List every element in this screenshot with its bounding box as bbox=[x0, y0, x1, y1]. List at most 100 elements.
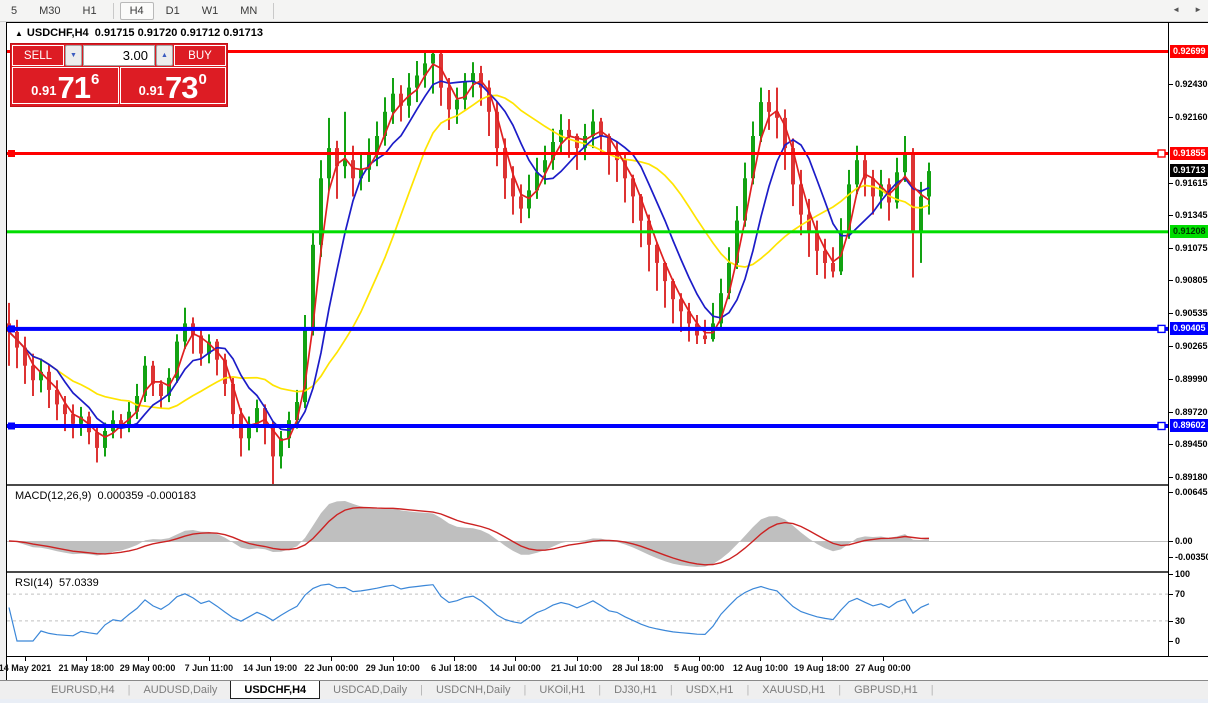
volume-decrease-button[interactable]: ▼ bbox=[65, 45, 82, 66]
line-price-label-0.92699: 0.92699 bbox=[1170, 44, 1208, 58]
horizontal-line-0.91208[interactable] bbox=[7, 230, 1168, 234]
timeframe-button-h4[interactable]: H4 bbox=[119, 1, 154, 20]
symbol-tab-usdcad[interactable]: USDCAD,Daily bbox=[333, 684, 408, 696]
date-label: 21 Jul 10:00 bbox=[551, 663, 603, 673]
sell-price-pip: 6 bbox=[90, 71, 100, 88]
horizontal-line-0.92699[interactable] bbox=[7, 50, 1168, 53]
symbol-tab-usdchf[interactable]: USDCHF,H4 bbox=[230, 681, 321, 699]
symbol-tab-usdx[interactable]: USDX,H1 bbox=[685, 684, 734, 696]
symbol-tab-gbpusd[interactable]: GBPUSD,H1 bbox=[854, 684, 918, 696]
axis-tick bbox=[208, 657, 210, 661]
tab-separator: | bbox=[669, 684, 673, 696]
chart-ohlc-values: 0.91715 0.91720 0.91712 0.91713 bbox=[94, 27, 263, 39]
axis-tick bbox=[1169, 379, 1173, 381]
buy-price-pip: 0 bbox=[198, 71, 207, 88]
price-tick-0.92160: 0.92160 bbox=[1175, 111, 1208, 122]
date-label: 14 Jul 00:00 bbox=[489, 663, 541, 673]
symbol-tab-eurusd[interactable]: EURUSD,H4 bbox=[51, 684, 115, 696]
sell-price-main: 71 bbox=[57, 69, 90, 105]
price-axis[interactable]: 0.92430 0.92160 0.91615 0.91345 0.91075 0.908… bbox=[1168, 23, 1208, 656]
symbol-tab-ukoil[interactable]: UKOil,H1 bbox=[539, 684, 586, 696]
axis-tick bbox=[1169, 84, 1173, 85]
macd-values: 0.000359 -0.000183 bbox=[97, 490, 197, 502]
macd-axis-0.006451: 0.006451 bbox=[1175, 487, 1208, 497]
price-tick-0.89180: 0.89180 bbox=[1175, 471, 1208, 482]
date-label: 19 Aug 18:00 bbox=[794, 663, 850, 673]
date-label: 7 Jun 11:00 bbox=[184, 663, 234, 673]
rsi-axis-100: 100 bbox=[1175, 569, 1191, 579]
axis-tick bbox=[1169, 280, 1173, 282]
line-price-label-0.89602: 0.89602 bbox=[1170, 419, 1208, 433]
horizontal-line-0.90405[interactable] bbox=[7, 324, 1168, 334]
axis-tick bbox=[699, 657, 701, 661]
arrow-down-icon: ▼ bbox=[70, 52, 77, 59]
price-tick-0.92430: 0.92430 bbox=[1175, 79, 1208, 89]
rsi-caption: RSI(14) 57.0339 bbox=[15, 577, 99, 589]
axis-tick bbox=[270, 657, 272, 661]
axis-tick bbox=[1169, 411, 1173, 413]
tab-scroll-left-icon[interactable]: ◄ bbox=[1172, 5, 1181, 14]
rsi-pane[interactable] bbox=[7, 573, 1168, 656]
timeframe-button-5[interactable]: 5 bbox=[11, 4, 18, 17]
volume-increase-button[interactable]: ▲ bbox=[156, 45, 173, 66]
symbol-tab-dj30[interactable]: DJ30,H1 bbox=[614, 684, 657, 696]
tab-scroll-right-icon[interactable]: ► bbox=[1194, 5, 1202, 14]
sell-button[interactable]: SELL bbox=[12, 45, 64, 66]
horizontal-line-0.91855[interactable] bbox=[7, 149, 1168, 158]
macd-axis-0.00: 0.00 bbox=[1175, 536, 1193, 546]
date-label: 29 May 00:00 bbox=[119, 663, 176, 673]
date-label: 21 May 18:00 bbox=[58, 663, 115, 673]
buy-price[interactable]: 0.91 73 0 bbox=[119, 67, 226, 105]
axis-tick bbox=[883, 657, 884, 661]
macd-pane[interactable] bbox=[7, 486, 1168, 571]
timeframe-button-m30[interactable]: M30 bbox=[39, 4, 61, 17]
pane-divider[interactable] bbox=[7, 571, 1208, 573]
symbol-tab-audusd[interactable]: AUDUSD,Daily bbox=[143, 684, 218, 696]
timeframe-button-w1[interactable]: W1 bbox=[201, 4, 219, 17]
date-label: 29 Jun 10:00 bbox=[365, 663, 420, 673]
time-axis[interactable]: 14 May 2021 21 May 18:00 29 May 00:00 7 Jun… bbox=[0, 656, 1208, 681]
chart-title: ▲ USDCHF,H4 0.91715 0.91720 0.91712 0.917… bbox=[15, 27, 263, 39]
macd-caption: MACD(12,26,9) 0.000359 -0.000183 bbox=[15, 490, 196, 502]
rsi-label: RSI(14) bbox=[15, 577, 53, 589]
tab-separator: | bbox=[127, 684, 131, 696]
axis-tick bbox=[454, 657, 455, 661]
axis-tick bbox=[1169, 621, 1173, 622]
price-tick-0.90265: 0.90265 bbox=[1175, 340, 1208, 351]
current-price-label: 0.91713 bbox=[1170, 164, 1208, 178]
symbol-tab-xauusd[interactable]: XAUUSD,H1 bbox=[762, 684, 826, 696]
sell-price-prefix: 0.91 bbox=[31, 83, 57, 98]
axis-tick bbox=[1169, 444, 1173, 446]
axis-tick bbox=[1169, 557, 1173, 558]
date-label: 6 Jul 18:00 bbox=[430, 663, 478, 673]
sell-price[interactable]: 0.91 71 6 bbox=[12, 67, 119, 104]
window-bottom-strip bbox=[0, 699, 1208, 703]
date-label: 14 Jun 19:00 bbox=[243, 663, 298, 673]
timeframe-button-d1[interactable]: D1 bbox=[165, 4, 180, 17]
axis-tick bbox=[1169, 492, 1173, 493]
symbol-tab-usdcnh[interactable]: USDCNH,Daily bbox=[435, 684, 511, 696]
price-tick-0.89450: 0.89450 bbox=[1175, 439, 1208, 450]
volume-input[interactable]: 3.00 bbox=[83, 45, 155, 66]
timeframe-button-mn[interactable]: MN bbox=[240, 4, 258, 17]
axis-tick bbox=[760, 657, 762, 661]
axis-tick bbox=[821, 657, 823, 661]
horizontal-line-0.89602[interactable] bbox=[7, 421, 1168, 431]
buy-button[interactable]: BUY bbox=[174, 45, 226, 66]
timeframe-toolbar: 5 M30 H1 H4 D1 W1 MN bbox=[0, 0, 1208, 22]
axis-tick bbox=[637, 657, 639, 661]
pane-divider[interactable] bbox=[7, 484, 1208, 486]
price-tick-0.91615: 0.91615 bbox=[1175, 177, 1208, 188]
date-label: 14 May 2021 bbox=[0, 663, 52, 673]
buy-price-main: 73 bbox=[164, 69, 198, 105]
toolbar-separator bbox=[112, 2, 114, 19]
timeframe-button-h1[interactable]: H1 bbox=[82, 4, 97, 17]
price-tick-0.89990: 0.89990 bbox=[1175, 374, 1208, 385]
tab-separator: | bbox=[598, 684, 602, 696]
axis-tick bbox=[1169, 574, 1173, 575]
axis-tick bbox=[515, 657, 517, 661]
axis-tick bbox=[1169, 641, 1173, 642]
rsi-value: 57.0339 bbox=[59, 577, 99, 589]
main-price-pane[interactable] bbox=[7, 23, 1168, 484]
symbol-tab-bar: EURUSD,H4 | AUDUSD,Daily USDCHF,H4 USDCAD,Da… bbox=[0, 680, 1208, 699]
